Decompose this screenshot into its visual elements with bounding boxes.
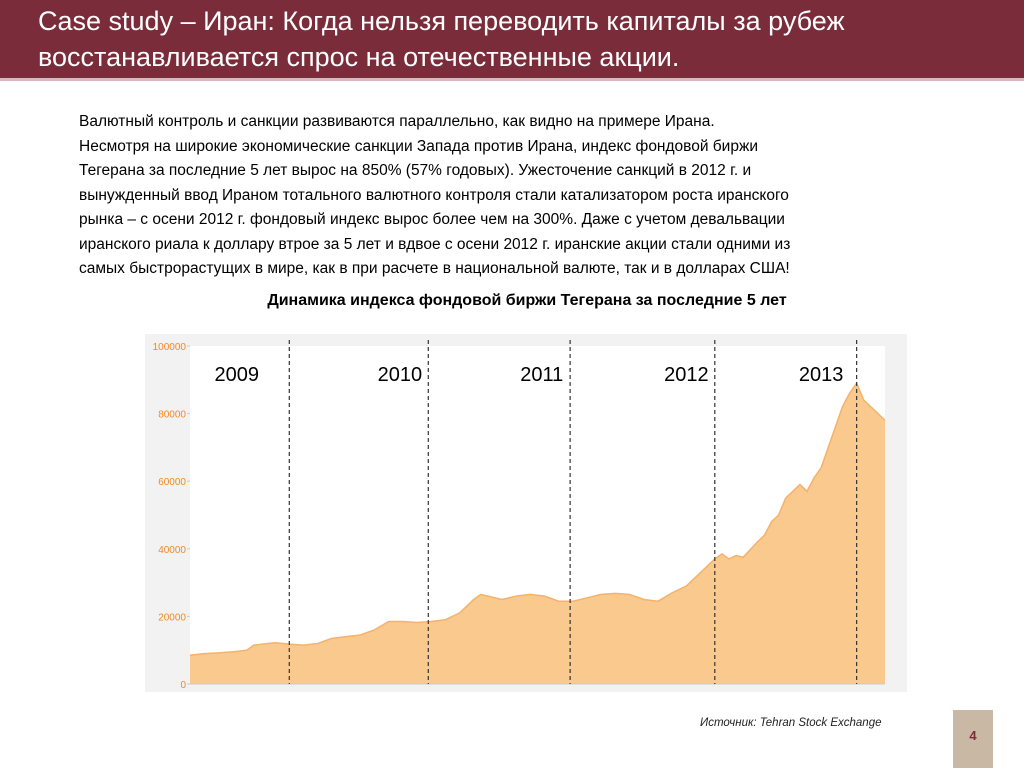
y-tick-label: 40000 (158, 545, 186, 556)
source-note: Источник: Tehran Stock Exchange (700, 717, 882, 729)
body-line: Тегерана за последние 5 лет вырос на 850… (79, 162, 752, 179)
title-bar: Case study – Иран: Когда нельзя переводи… (0, 0, 1024, 81)
body-line: Валютный контроль и санкции развиваются … (79, 113, 715, 130)
body-line: вынужденный ввод Ираном тотального валют… (79, 186, 789, 204)
y-tick-label: 100000 (153, 342, 187, 353)
page-number-box: 4 (953, 710, 993, 768)
y-tick-label: 20000 (158, 612, 186, 623)
year-label: 2013 (799, 364, 844, 386)
slide-title-line-2: восстанавливается спрос на отечественные… (38, 42, 680, 72)
y-tick-label: 0 (180, 680, 186, 691)
body-paragraph: Валютный контроль и санкции развиваются … (79, 110, 959, 282)
index-chart: 0 20000 40000 60000 80000 100000 2009 2010 2011 2… (145, 334, 907, 692)
y-tick-label: 80000 (158, 410, 186, 421)
chart-title: Динамика индекса фондовой биржи Тегерана… (267, 292, 787, 309)
y-tick-label: 60000 (158, 477, 186, 488)
body-line: самых быстрорастущих в мире, как в при р… (79, 260, 790, 277)
year-label: 2009 (215, 364, 260, 386)
index-line (189, 381, 886, 657)
body-line: рынка – с осени 2012 г. фондовый индекс … (79, 211, 785, 228)
year-label: 2012 (664, 364, 709, 386)
body-line: иранского риала к доллару втрое за 5 лет… (79, 235, 791, 253)
page-number: 4 (969, 728, 977, 743)
year-label: 2011 (520, 364, 563, 386)
body-line: Несмотря на широкие экономические санкци… (79, 137, 758, 155)
slide-title-line-1: Case study – Иран: Когда нельзя переводи… (38, 6, 845, 36)
year-label: 2010 (378, 364, 423, 386)
slide-title: Case study – Иран: Когда нельзя переводи… (38, 3, 1008, 75)
index-area (190, 383, 885, 684)
